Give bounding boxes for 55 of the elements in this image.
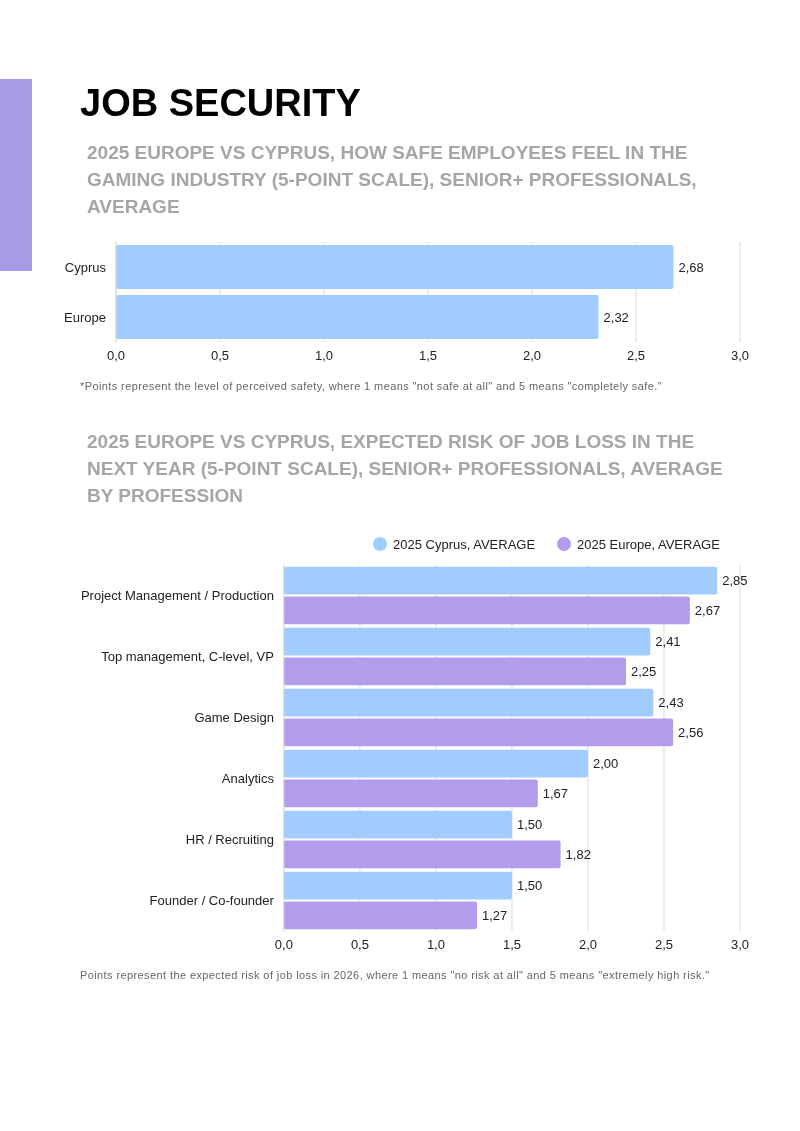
x-tick-label: 0,5 <box>350 937 369 952</box>
x-tick-label: 1,5 <box>418 348 438 363</box>
x-tick-label: 2,0 <box>522 348 542 363</box>
legend-label: 2025 Cyprus, AVERAGE <box>393 536 536 552</box>
bar <box>283 901 477 930</box>
x-tick-label: 2,5 <box>626 348 646 363</box>
data-label: 1,50 <box>516 878 543 894</box>
data-label: 2,32 <box>603 309 629 325</box>
chart-subtitle: 2025 EUROPE VS CYPRUS, HOW SAFE EMPLOYEES FEEL IN THE GAMING INDUSTRY (5-POINT SCALE), SENIOR+ PROFESSIONALS, AVERAGE <box>87 141 698 219</box>
bar <box>283 566 718 595</box>
x-tick-label: 2,0 <box>578 937 598 952</box>
data-label: 2,85 <box>722 573 748 589</box>
bar <box>283 596 690 625</box>
bar <box>283 840 561 869</box>
bar <box>283 627 651 656</box>
data-label: 2,25 <box>630 663 657 679</box>
data-label: 2,67 <box>694 602 721 618</box>
data-label: 2,68 <box>678 259 704 275</box>
bar <box>283 718 674 747</box>
bar <box>283 810 512 839</box>
x-tick-label: 2,5 <box>654 937 674 952</box>
chart-title: 2025 EUROPE VS CYPRUS, EXPECTED RISK OF JOB LOSS IN THE NEXT YEAR (5-POINT SCALE), SENIOR+ PROFESSIONALS, AVERAGE BY PROFESSION <box>87 430 724 508</box>
x-tick-label: 3,0 <box>730 937 750 952</box>
text: *Points represent the level of perceived safety, where 1 means "not safe at all" and 5 means "completely safe." <box>80 380 663 392</box>
x-tick-label: 1,5 <box>502 937 521 952</box>
data-label: 2,43 <box>658 695 684 711</box>
data-label: 2,41 <box>655 634 681 650</box>
y-tick-label: Game Design <box>194 710 274 726</box>
y-tick-label: Europe <box>64 309 106 325</box>
bar <box>283 688 654 717</box>
bar <box>283 871 512 900</box>
y-tick-label: Cyprus <box>64 259 107 275</box>
y-tick-label: Project Management / Production <box>80 588 274 604</box>
data-label: 1,50 <box>516 817 543 833</box>
y-tick-label: Founder / Co-founder <box>149 893 275 909</box>
data-label: 1,67 <box>542 785 569 801</box>
chart-title: JOB SECURITY <box>80 82 362 125</box>
data-label: 1,27 <box>481 907 508 923</box>
x-tick-label: 3,0 <box>730 348 750 363</box>
bar <box>283 779 538 808</box>
y-tick-label: Analytics <box>221 771 275 787</box>
y-tick-label: Top management, C-level, VP <box>101 649 274 665</box>
x-tick-label: 0,5 <box>210 348 230 363</box>
x-tick-label: 1,0 <box>314 348 334 363</box>
text: Points represent the expected risk of job loss in 2026, where 1 means "no risk at all" and 5 means "extremely high risk." <box>80 969 711 981</box>
data-label: 2,00 <box>592 756 619 772</box>
bar <box>283 749 588 778</box>
data-label: 2,56 <box>678 724 704 740</box>
x-tick-label: 0,0 <box>274 937 293 952</box>
bar <box>283 657 626 686</box>
data-label: 1,82 <box>565 846 591 862</box>
x-tick-label: 0,0 <box>106 348 126 363</box>
legend-label: 2025 Europe, AVERAGE <box>577 536 721 552</box>
y-tick-label: HR / Recruiting <box>185 832 274 848</box>
x-tick-label: 1,0 <box>426 937 445 952</box>
